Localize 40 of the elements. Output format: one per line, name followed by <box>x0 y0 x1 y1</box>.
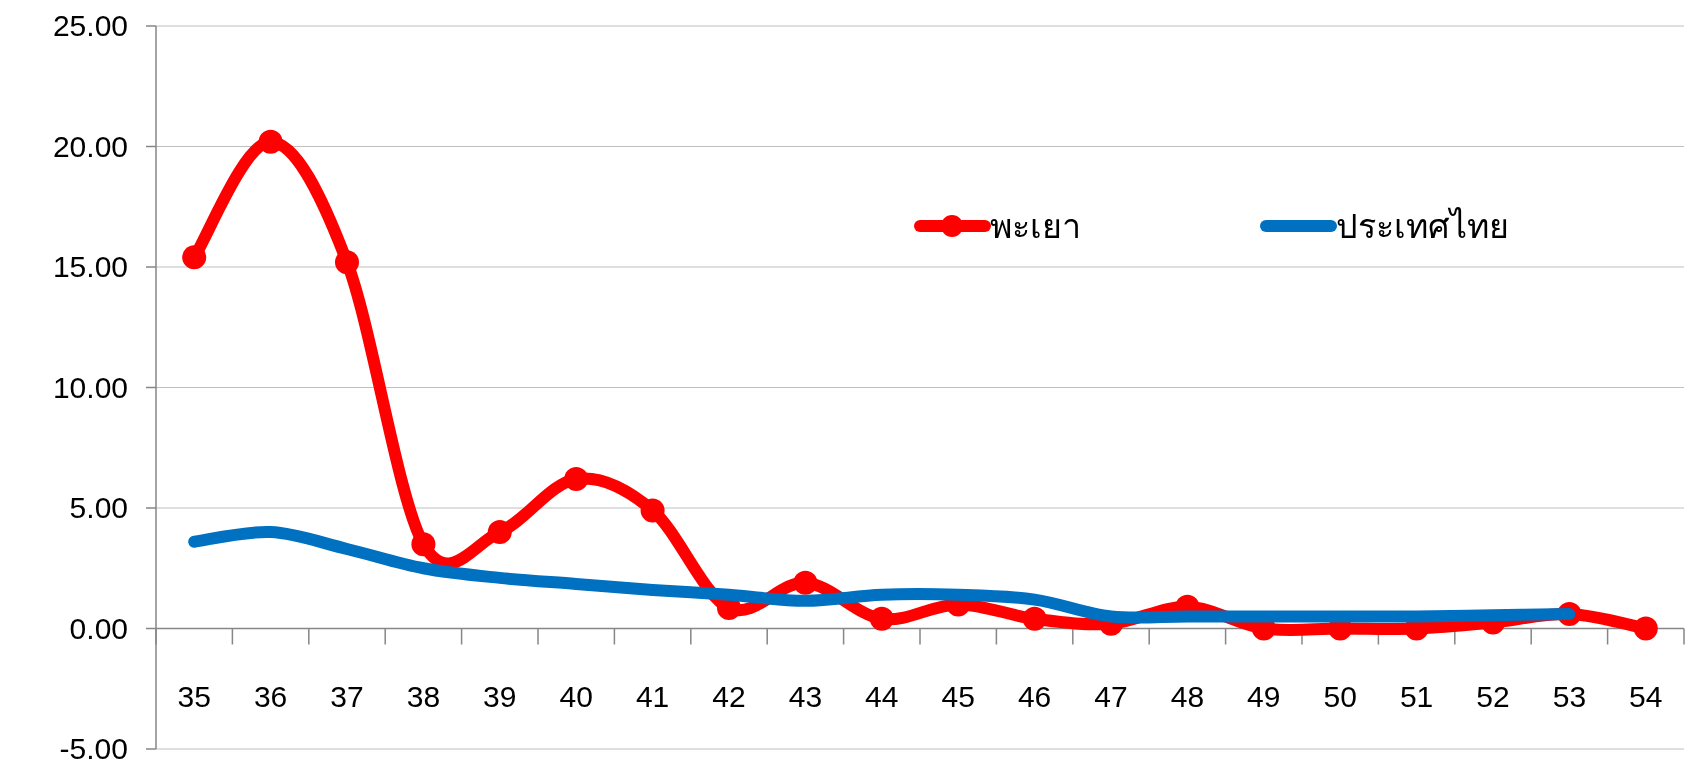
x-tick-label: 39 <box>483 679 517 713</box>
point <box>564 467 589 492</box>
x-tick-label: 52 <box>1476 679 1510 713</box>
point <box>335 250 359 275</box>
y-tick-label: 10.00 <box>52 370 128 404</box>
y-tick-label: 20.00 <box>52 129 128 163</box>
point <box>487 520 512 545</box>
point <box>1022 606 1047 631</box>
x-tick-label: 54 <box>1629 679 1663 713</box>
x-tick-label: 51 <box>1399 679 1434 713</box>
x-tick-label: 38 <box>406 679 441 713</box>
point <box>182 245 207 270</box>
y-tick-label: 25.00 <box>52 9 128 42</box>
point <box>258 129 283 154</box>
x-tick-label: 46 <box>1017 679 1052 713</box>
x-tick-label: 50 <box>1323 679 1357 713</box>
x-tick-label: 35 <box>177 679 211 713</box>
point <box>869 606 894 631</box>
legend-label: พะเยา <box>990 207 1081 245</box>
y-tick-label: -5.00 <box>59 732 128 765</box>
x-tick-label: 36 <box>253 679 288 713</box>
x-tick-label: 40 <box>559 679 593 713</box>
x-tick-label: 44 <box>865 679 899 713</box>
x-tick-label: 48 <box>1170 679 1205 713</box>
y-tick-label: 15.00 <box>52 250 128 283</box>
x-tick-label: 47 <box>1094 679 1128 713</box>
x-tick-label: 37 <box>330 679 364 713</box>
x-tick-label: 42 <box>712 679 746 713</box>
x-tick-label: 49 <box>1247 679 1281 713</box>
x-tick-label: 45 <box>941 679 975 713</box>
point <box>640 498 665 523</box>
point <box>793 570 818 595</box>
x-tick-label: 41 <box>635 679 670 713</box>
x-tick-label: 43 <box>788 679 823 713</box>
y-tick-label: 5.00 <box>69 491 128 524</box>
point <box>411 532 436 557</box>
legend-label: ประเทศไทย <box>1336 207 1509 245</box>
x-tick-label: 53 <box>1552 679 1587 713</box>
point <box>1633 616 1658 641</box>
y-tick-label: 0.00 <box>69 611 128 645</box>
